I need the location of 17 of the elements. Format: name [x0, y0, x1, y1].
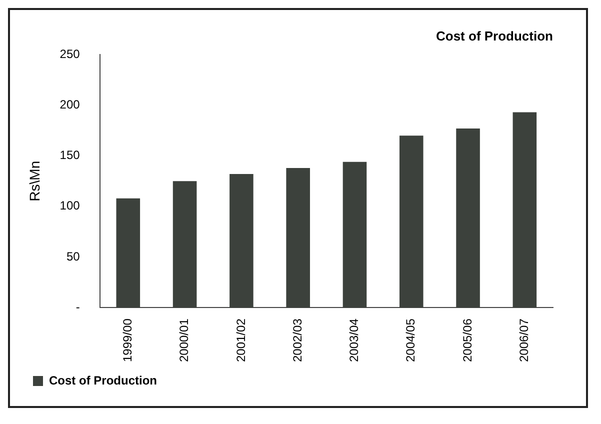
x-tick-label: 2003/04 [347, 318, 362, 362]
x-tick-label: 1999/00 [120, 318, 134, 362]
y-axis-title: Rs\Mn [26, 160, 42, 202]
y-tick-label: 50 [66, 249, 80, 264]
x-tick-label: 2006/07 [516, 318, 531, 362]
x-tick-label: 2000/01 [177, 318, 192, 362]
x-tick-label: 2002/03 [290, 318, 304, 362]
y-tick-label: - [76, 300, 80, 314]
x-tick-label: 2001/02 [234, 318, 248, 362]
chart-title: Cost of Production [436, 28, 554, 44]
x-tick-label: 2004/05 [404, 318, 418, 362]
y-tick-label: 100 [60, 198, 80, 213]
y-tick-label: 250 [60, 46, 80, 61]
y-tick-label: 150 [60, 148, 80, 162]
x-tick-label: 2005/06 [460, 318, 474, 362]
legend-label: Cost of Production [49, 373, 157, 388]
y-tick-label: 200 [60, 98, 80, 112]
